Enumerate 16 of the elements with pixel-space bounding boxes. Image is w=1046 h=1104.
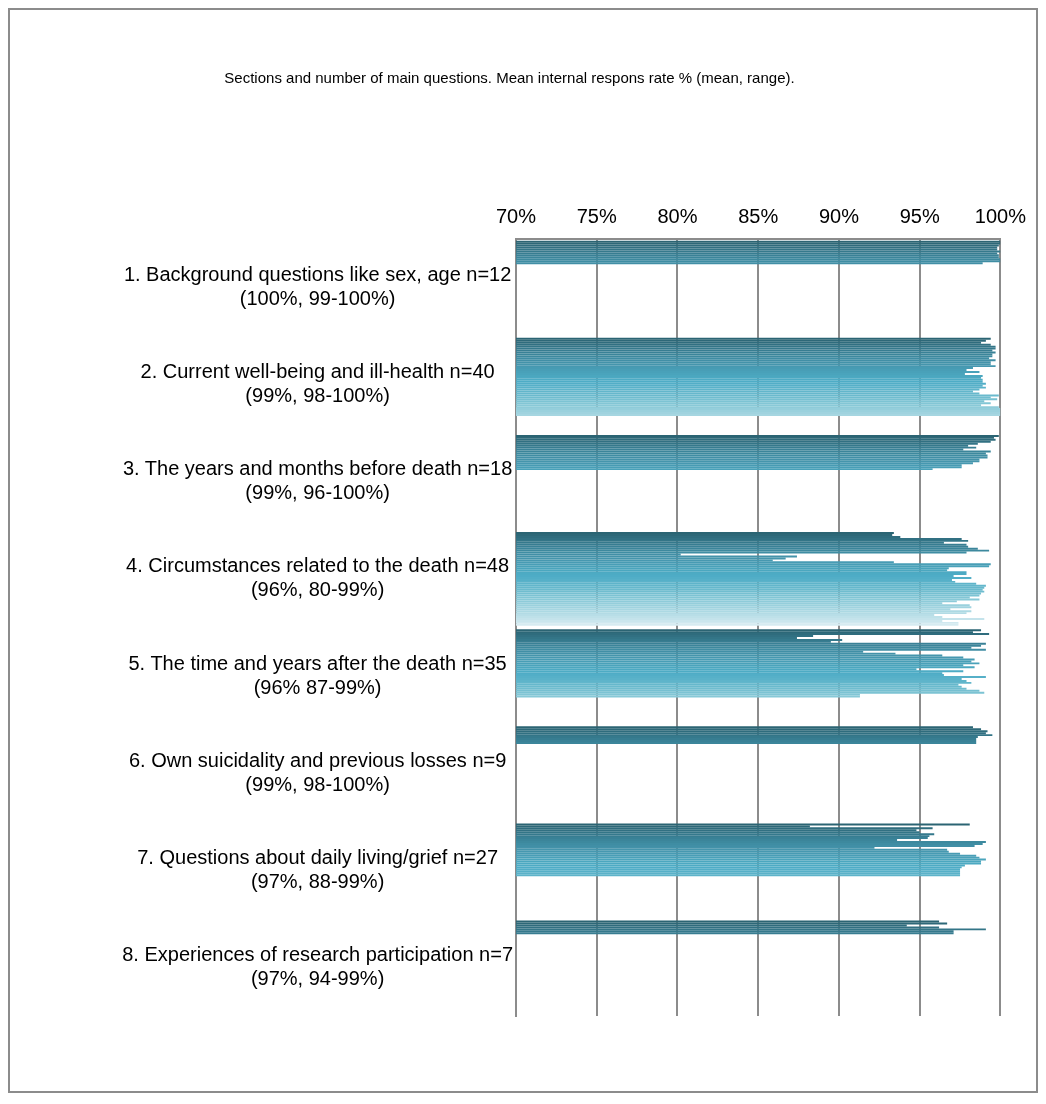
y-tick-label: 6. Own suicidality and previous losses n=9 (99%, 98-100%) (128, 748, 507, 795)
y-tick-label: 1. Background questions like sex, age n=12 (100%, 99-100%) (123, 263, 512, 310)
y-tick-label: 3. The years and months before death n=18 (99%, 96-100%) (122, 457, 513, 504)
x-tick-label: 80% (657, 204, 698, 227)
x-tick-label: 75% (576, 204, 617, 227)
x-tick-label: 90% (818, 204, 860, 227)
y-tick-label: 2. Current well-being and ill-health n=40 (99%, 98-100%) (140, 360, 495, 407)
x-tick-label: 85% (738, 204, 779, 227)
x-tick-label: 100% (974, 204, 1027, 227)
x-tick-label: 95% (899, 204, 940, 227)
y-tick-label: 5. The time and years after the death n=35 (96% 87-99%) (128, 651, 507, 698)
y-tick-label: 7. Questions about daily living/grief n=27 (97%, 88-99%) (137, 845, 498, 892)
chart-title: Sections and number of main questions. Mean internal respons rate % (mean, range). (224, 69, 795, 87)
y-tick-label: 8. Experiences of research participation n=7 (97%, 94-99%) (122, 942, 513, 989)
y-tick-label: 4. Circumstances related to the death n=48 (96%, 80-99%) (126, 554, 510, 601)
x-tick-label: 70% (495, 204, 537, 227)
